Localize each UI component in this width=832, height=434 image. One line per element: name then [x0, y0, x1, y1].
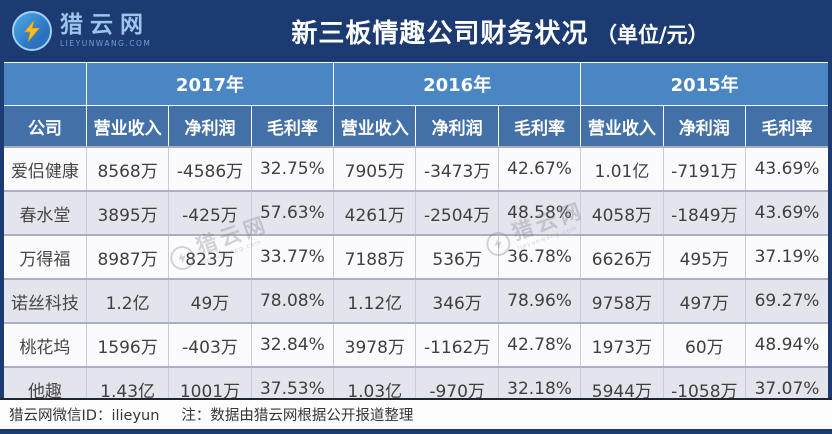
value-cell: 536万 — [415, 234, 499, 279]
metric-header: 营业收入 — [333, 105, 416, 147]
value-cell: 48.58% — [497, 190, 581, 235]
value-cell: 9758万 — [580, 278, 664, 323]
value-cell: -2504万 — [415, 190, 499, 235]
company-cell: 万得福 — [4, 234, 87, 279]
value-cell: 8987万 — [85, 234, 169, 279]
metric-header: 净利润 — [168, 105, 252, 147]
footer-note: 注：数据由猎云网根据公开报道整理 — [181, 408, 414, 424]
value-cell: 36.78% — [497, 234, 581, 279]
metric-header: 毛利率 — [497, 105, 581, 147]
metric-header: 毛利率 — [745, 105, 828, 147]
value-cell: 78.96% — [497, 278, 581, 323]
value-cell: 37.19% — [745, 234, 828, 279]
company-cell: 桃花坞 — [4, 322, 87, 367]
value-cell: 4058万 — [580, 190, 664, 235]
footer-wechat-id: 猎云网微信ID：ilieyun — [9, 408, 160, 424]
year-header-row: 2017年 2016年 2015年 — [4, 63, 828, 106]
value-cell: 6626万 — [580, 234, 664, 279]
value-cell: 497万 — [662, 278, 746, 323]
company-cell: 诺丝科技 — [4, 278, 87, 323]
company-cell: 爱侣健康 — [4, 146, 87, 191]
year-header: 2016年 — [333, 63, 581, 106]
value-cell: 7905万 — [333, 146, 416, 191]
value-cell: 3978万 — [333, 322, 416, 367]
lieyun-logo: 猎云网 LIEYUNWANG.COM — [12, 11, 180, 51]
metric-header-row: 公司 营业收入 净利润 毛利率 营业收入 净利润 毛利率 营业收入 净利润 毛利率 — [4, 105, 828, 147]
value-cell: -403万 — [168, 322, 252, 367]
value-cell: 43.69% — [745, 190, 828, 235]
bottom-frame-bar — [0, 429, 832, 434]
lieyun-logo-badge — [12, 11, 52, 51]
logo-domain: LIEYUNWANG.COM — [60, 39, 152, 49]
value-cell: 57.63% — [250, 190, 334, 235]
page-title-unit: （单位/元） — [595, 22, 709, 47]
value-cell: 42.67% — [497, 146, 581, 191]
value-cell: 33.77% — [250, 234, 334, 279]
page-title-main: 新三板情趣公司财务状况 — [291, 18, 589, 49]
value-cell: 1596万 — [85, 322, 169, 367]
value-cell: 48.94% — [745, 322, 828, 367]
value-cell: -7191万 — [662, 146, 746, 191]
year-header: 2017年 — [85, 63, 334, 106]
metric-header: 营业收入 — [85, 105, 169, 147]
company-cell: 春水堂 — [4, 190, 87, 235]
value-cell: 8568万 — [85, 146, 169, 191]
value-cell: -1162万 — [415, 322, 499, 367]
metric-header: 净利润 — [415, 105, 499, 147]
metric-header: 毛利率 — [250, 105, 334, 147]
page-title: 新三板情趣公司财务状况 （单位/元） — [180, 13, 820, 50]
lightning-bolt-icon — [23, 20, 41, 42]
table-row: 诺丝科技 1.2亿 49万 78.08% 1.12亿 346万 78.96% 9758万 497… — [4, 278, 828, 323]
table-row: 春水堂 3895万 -425万 57.63% 4261万 -2504万 48.58% 4058… — [4, 190, 828, 235]
value-cell: 1.12亿 — [333, 278, 416, 323]
finance-table: 2017年 2016年 2015年 公司 营业收入 净利润 毛利率 营业收入 净利润 毛利率 营业收… — [4, 63, 828, 410]
value-cell: 3895万 — [85, 190, 169, 235]
value-cell: 49万 — [168, 278, 252, 323]
table-row: 爱侣健康 8568万 -4586万 32.75% 7905万 -3473万 42.67% 1.… — [4, 146, 828, 191]
metric-header: 营业收入 — [580, 105, 664, 147]
value-cell: -1849万 — [662, 190, 746, 235]
finance-table-wrap: 2017年 2016年 2015年 公司 营业收入 净利润 毛利率 营业收入 净利润 毛利率 营业收… — [4, 62, 828, 410]
year-header: 2015年 — [580, 63, 828, 106]
value-cell: 69.27% — [745, 278, 828, 323]
footer: 猎云网微信ID：ilieyun 注：数据由猎云网根据公开报道整理 — [0, 398, 832, 429]
corner-cell — [4, 63, 87, 106]
value-cell: 346万 — [415, 278, 499, 323]
top-banner: 猎云网 LIEYUNWANG.COM 新三板情趣公司财务状况 （单位/元） — [0, 0, 832, 62]
value-cell: 823万 — [168, 234, 252, 279]
table-head: 2017年 2016年 2015年 公司 营业收入 净利润 毛利率 营业收入 净利润 毛利率 营业收… — [4, 63, 828, 147]
value-cell: 1973万 — [580, 322, 664, 367]
value-cell: 4261万 — [333, 190, 416, 235]
value-cell: 60万 — [662, 322, 746, 367]
value-cell: 42.78% — [497, 322, 581, 367]
table-row: 万得福 8987万 823万 33.77% 7188万 536万 36.78% 6626万 49… — [4, 234, 828, 279]
value-cell: 7188万 — [333, 234, 416, 279]
value-cell: -4586万 — [168, 146, 252, 191]
logo-name: 猎云网 — [60, 12, 150, 39]
value-cell: 1.2亿 — [85, 278, 169, 323]
value-cell: -425万 — [168, 190, 252, 235]
value-cell: -3473万 — [415, 146, 499, 191]
value-cell: 1.01亿 — [580, 146, 664, 191]
value-cell: 32.84% — [250, 322, 334, 367]
metric-header: 净利润 — [662, 105, 746, 147]
value-cell: 78.08% — [250, 278, 334, 323]
value-cell: 32.75% — [250, 146, 334, 191]
value-cell: 43.69% — [745, 146, 828, 191]
table-body: 爱侣健康 8568万 -4586万 32.75% 7905万 -3473万 42.67% 1.… — [4, 146, 828, 410]
table-row: 桃花坞 1596万 -403万 32.84% 3978万 -1162万 42.78% 1973… — [4, 322, 828, 367]
value-cell: 495万 — [662, 234, 746, 279]
company-header: 公司 — [4, 105, 87, 147]
